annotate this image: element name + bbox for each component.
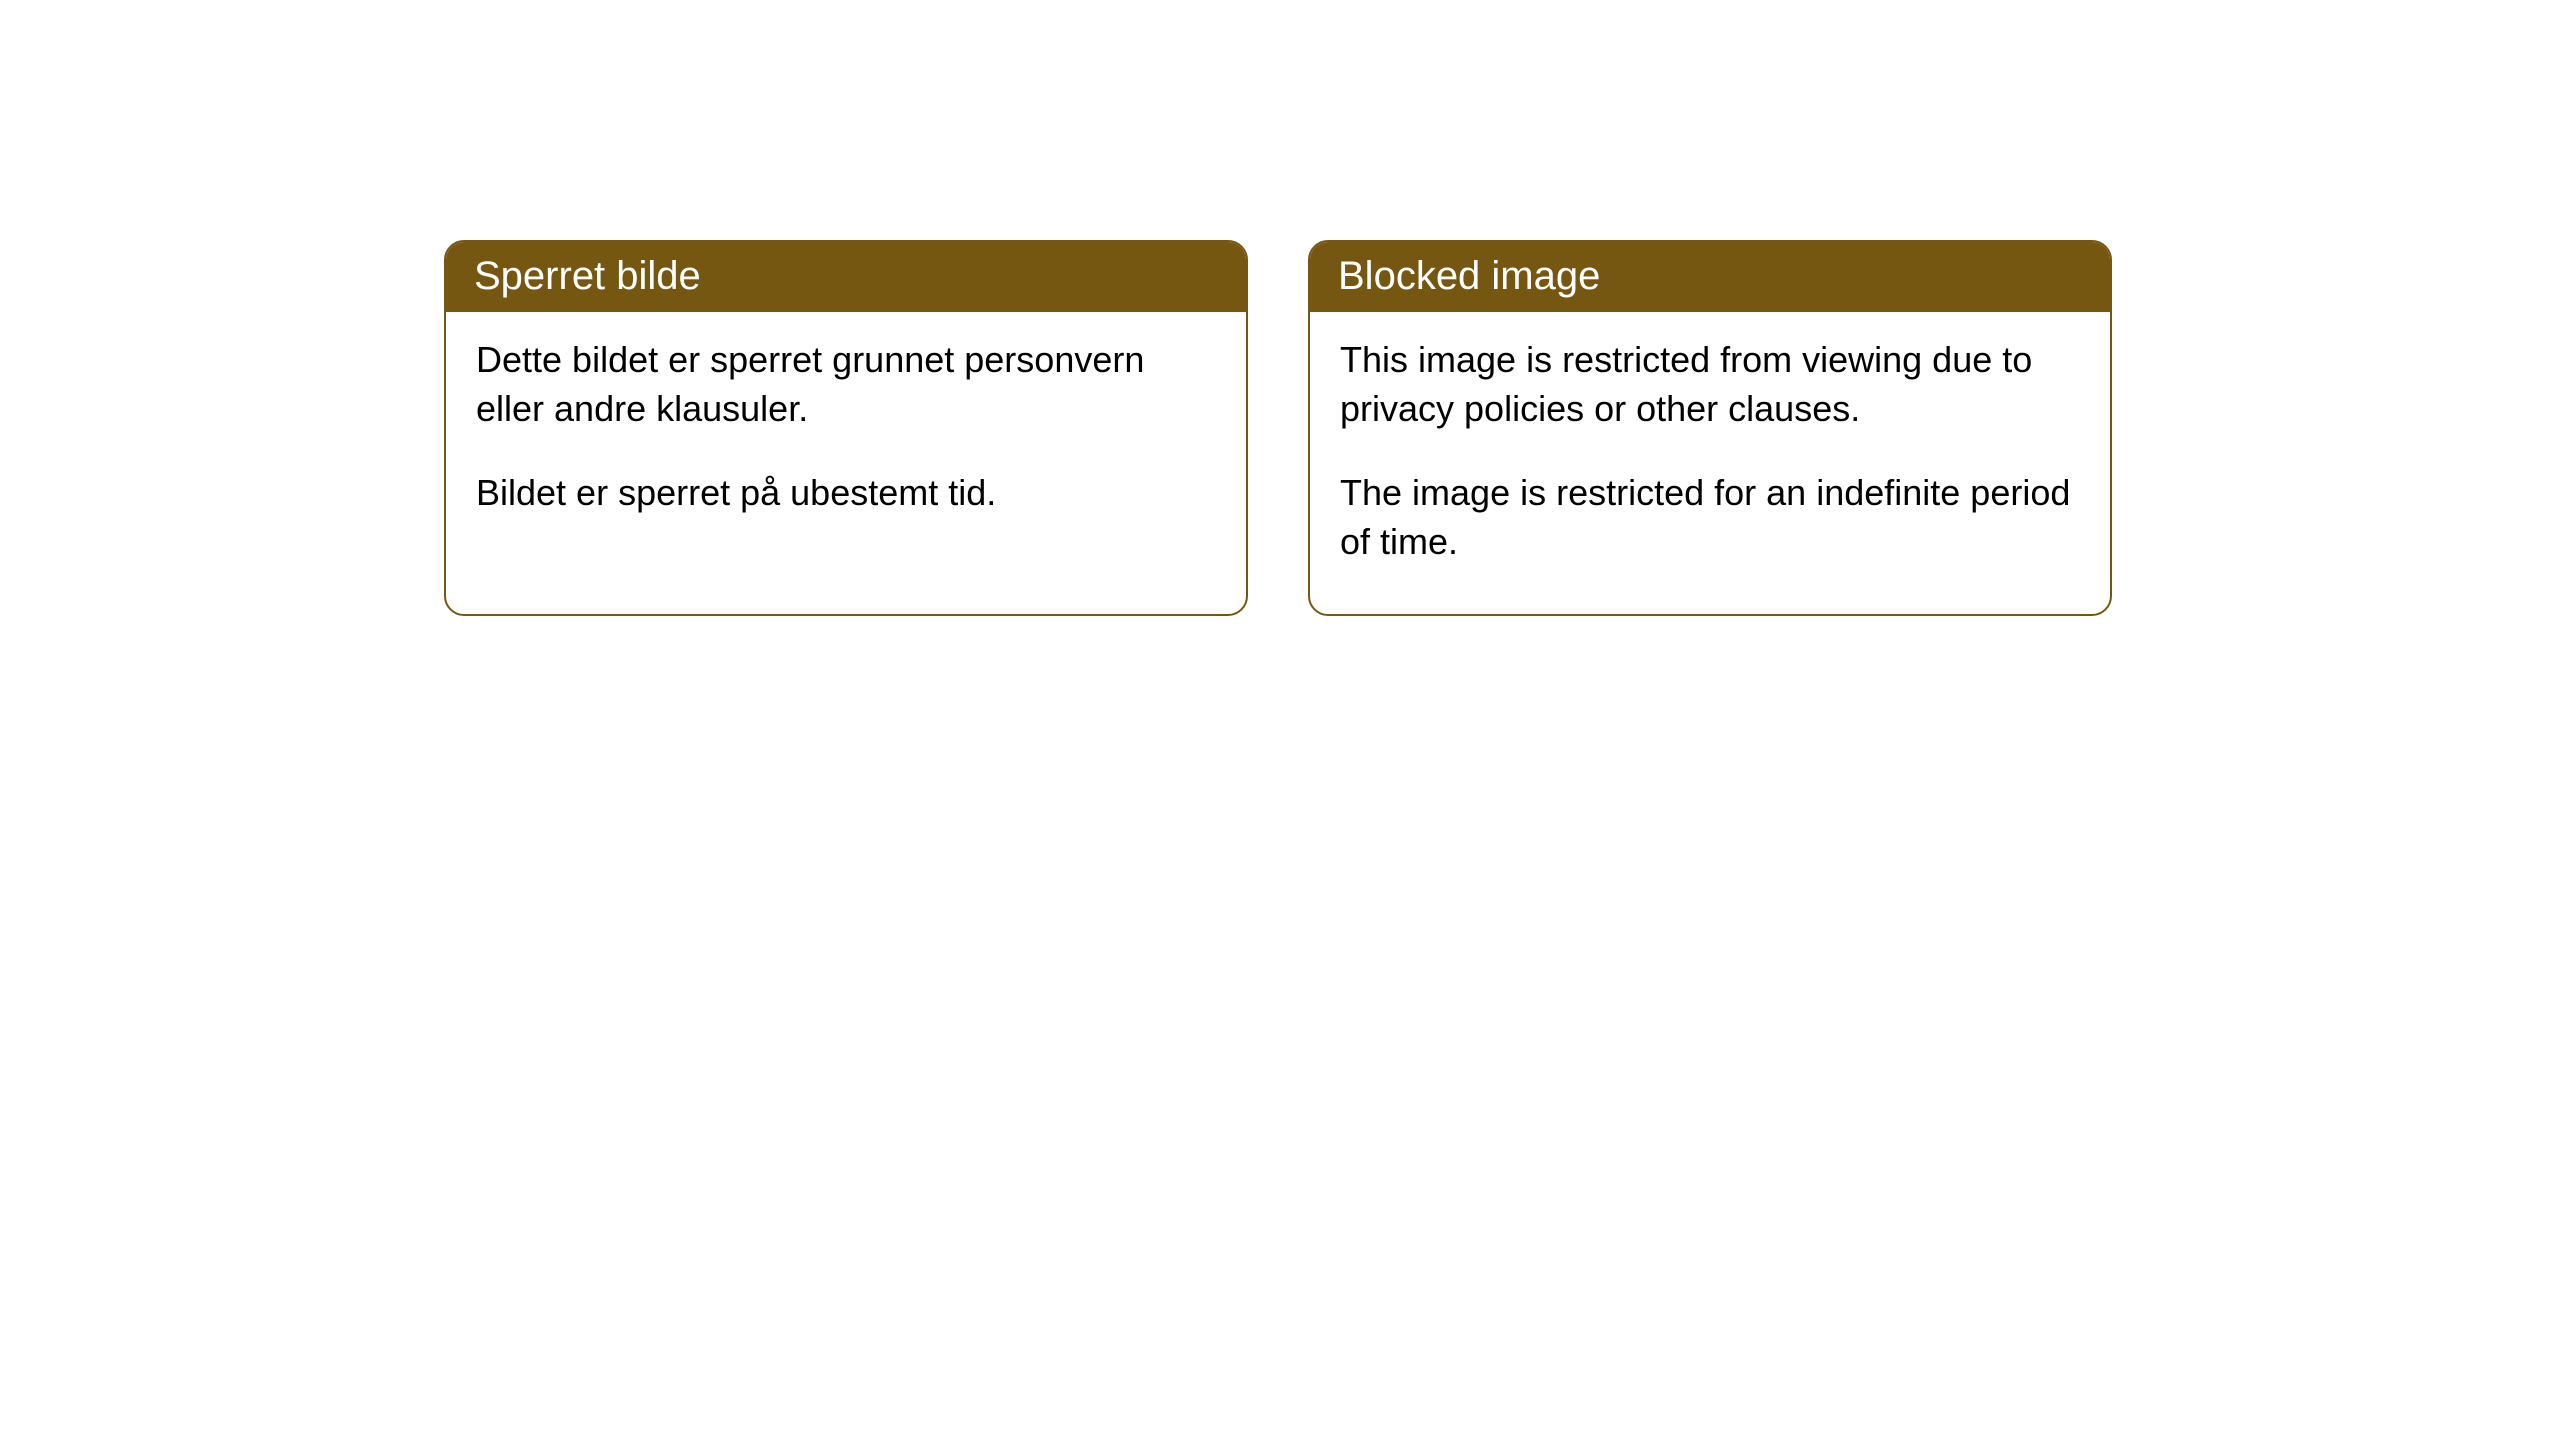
cards-container: Sperret bilde Dette bildet er sperret gr… xyxy=(444,240,2560,616)
card-text-1: This image is restricted from viewing du… xyxy=(1340,336,2080,433)
blocked-image-card-english: Blocked image This image is restricted f… xyxy=(1308,240,2112,616)
card-body: Dette bildet er sperret grunnet personve… xyxy=(446,312,1246,566)
blocked-image-card-norwegian: Sperret bilde Dette bildet er sperret gr… xyxy=(444,240,1248,616)
card-text-1: Dette bildet er sperret grunnet personve… xyxy=(476,336,1216,433)
card-text-2: Bildet er sperret på ubestemt tid. xyxy=(476,469,1216,518)
card-title: Sperret bilde xyxy=(474,254,701,298)
card-body: This image is restricted from viewing du… xyxy=(1310,312,2110,614)
card-header: Blocked image xyxy=(1310,242,2110,312)
card-title: Blocked image xyxy=(1338,254,1600,298)
card-header: Sperret bilde xyxy=(446,242,1246,312)
card-text-2: The image is restricted for an indefinit… xyxy=(1340,469,2080,566)
